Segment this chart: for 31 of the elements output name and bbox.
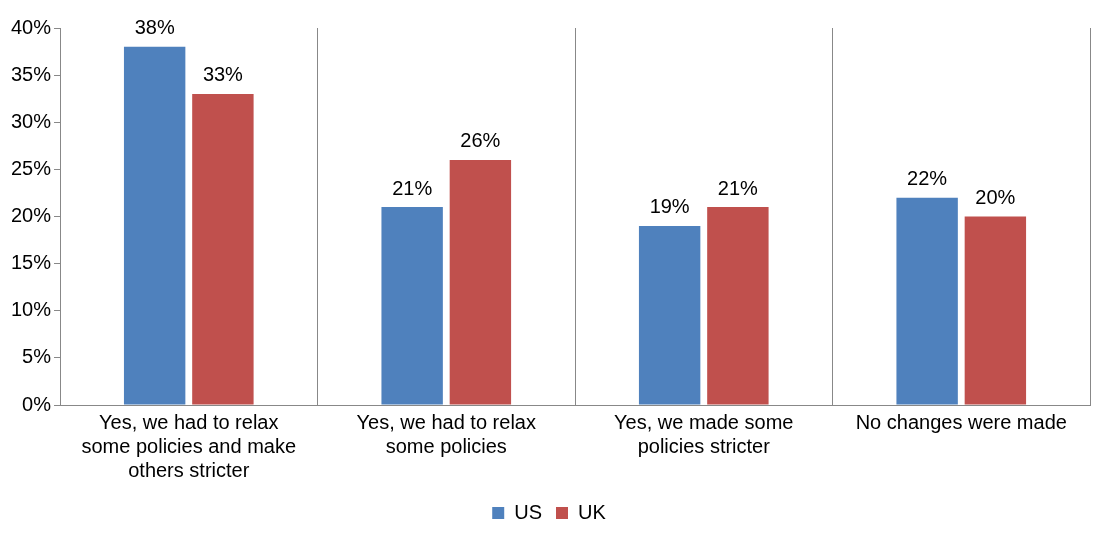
bar bbox=[964, 216, 1027, 405]
y-tick-label: 10% bbox=[11, 298, 52, 321]
data-label: 22% bbox=[907, 167, 948, 190]
x-tick-label: No changes were made bbox=[855, 410, 1067, 433]
data-label: 26% bbox=[460, 129, 501, 152]
bar bbox=[896, 197, 958, 405]
data-label: 19% bbox=[649, 195, 690, 218]
y-tick-label: 0% bbox=[22, 392, 52, 415]
data-label: 38% bbox=[134, 16, 175, 39]
y-tick-label: 35% bbox=[11, 62, 52, 85]
y-tick-label: 20% bbox=[11, 204, 52, 227]
x-tick-label: Yes, we had to relax some policies bbox=[356, 410, 536, 457]
x-tick-label: Yes, we made some policies stricter bbox=[614, 410, 794, 457]
bar bbox=[638, 225, 701, 405]
data-label: 21% bbox=[717, 176, 759, 199]
bar bbox=[381, 207, 443, 405]
bar bbox=[449, 159, 512, 405]
y-tick-label: 30% bbox=[11, 109, 52, 132]
legend-label: US bbox=[514, 500, 543, 523]
y-tick-label: 40% bbox=[11, 15, 52, 38]
data-label: 21% bbox=[392, 176, 433, 199]
legend-label: UK bbox=[578, 500, 607, 523]
y-tick-label: 5% bbox=[22, 345, 52, 368]
bar bbox=[192, 93, 254, 405]
data-label: 20% bbox=[975, 186, 1016, 209]
y-tick-label: 25% bbox=[11, 156, 52, 179]
bar bbox=[123, 46, 186, 405]
y-tick-label: 15% bbox=[11, 251, 52, 274]
data-label: 33% bbox=[202, 63, 244, 86]
x-tick-label: Yes, we had to relax some policies and make others stricter bbox=[81, 410, 297, 481]
bar bbox=[707, 207, 769, 405]
